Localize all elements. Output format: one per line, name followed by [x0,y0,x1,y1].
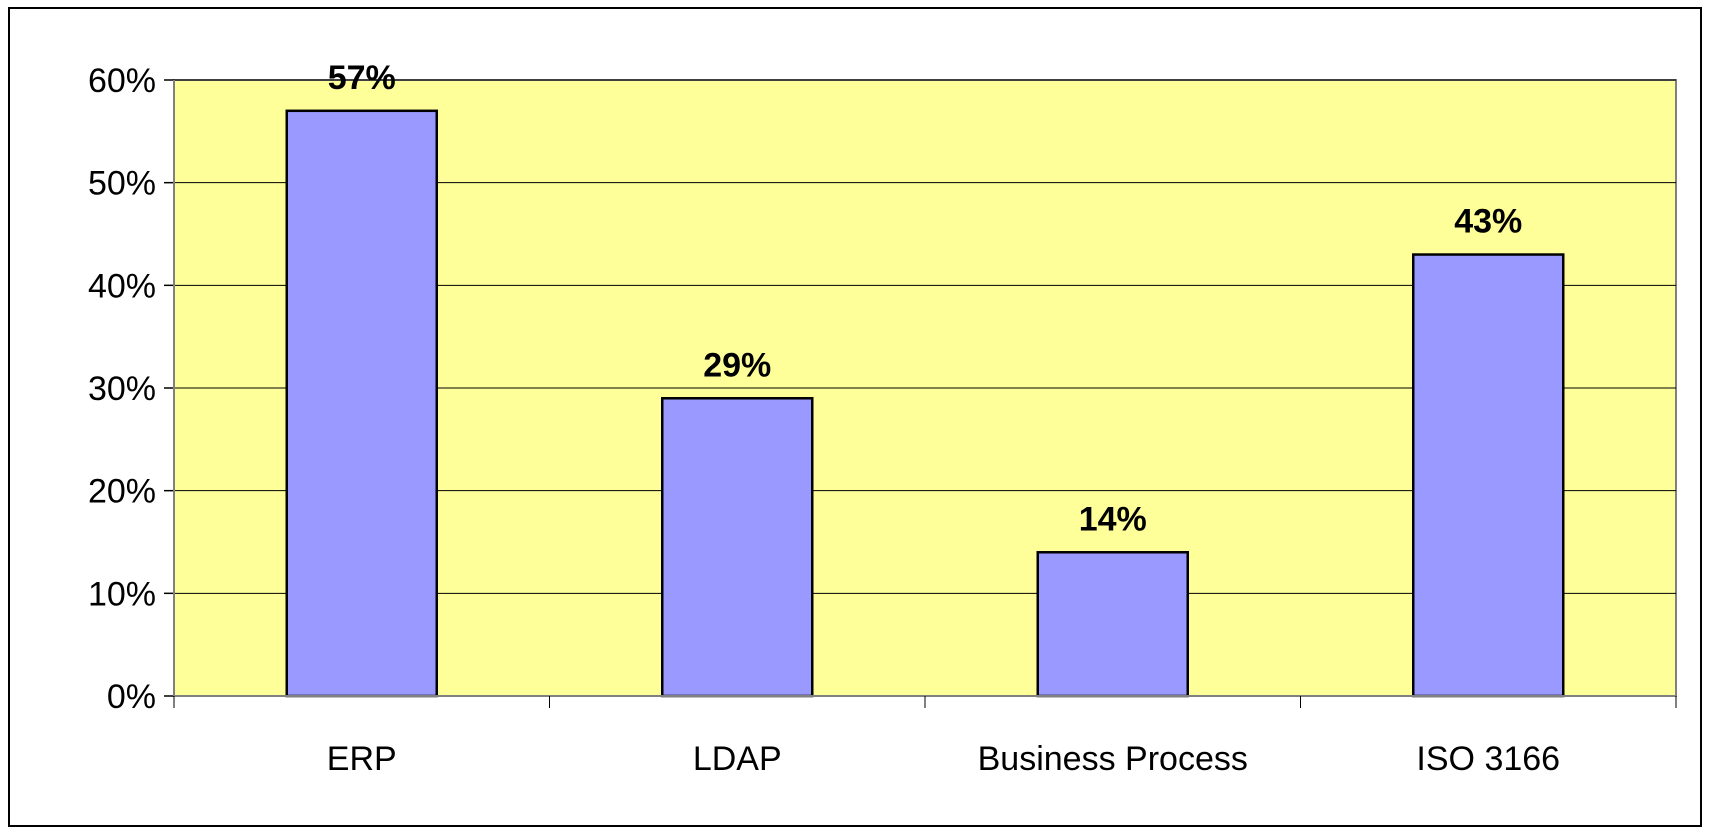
x-category-label: ERP [327,740,397,778]
y-tick-label: 40% [88,267,156,305]
y-tick-label: 20% [88,473,156,511]
data-label: 29% [703,346,771,384]
x-category-label: LDAP [693,740,782,778]
bar-erp [287,111,437,696]
data-label: 14% [1079,500,1147,538]
x-category-label: Business Process [978,740,1248,778]
bar-ldap [662,398,812,696]
data-label: 57% [328,59,396,97]
y-tick-label: 10% [88,575,156,613]
y-tick-label: 60% [88,62,156,100]
bar-iso-3166 [1413,255,1563,696]
y-tick-label: 0% [107,678,156,716]
data-label: 43% [1454,203,1522,241]
y-tick-label: 50% [88,165,156,203]
bar-business-process [1038,552,1188,696]
y-tick-label: 30% [88,370,156,408]
x-category-label: ISO 3166 [1416,740,1560,778]
